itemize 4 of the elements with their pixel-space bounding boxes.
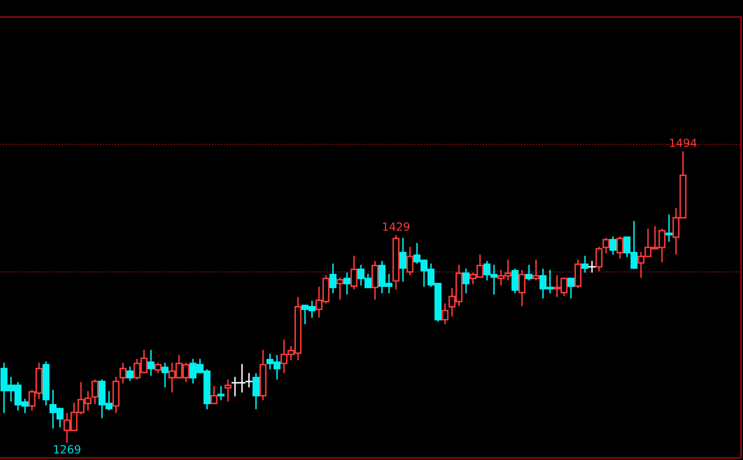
- annotation: 1494: [670, 138, 697, 148]
- candlestick: [400, 238, 406, 282]
- annotation: 1429: [383, 222, 410, 231]
- annotation: 1269: [54, 445, 80, 454]
